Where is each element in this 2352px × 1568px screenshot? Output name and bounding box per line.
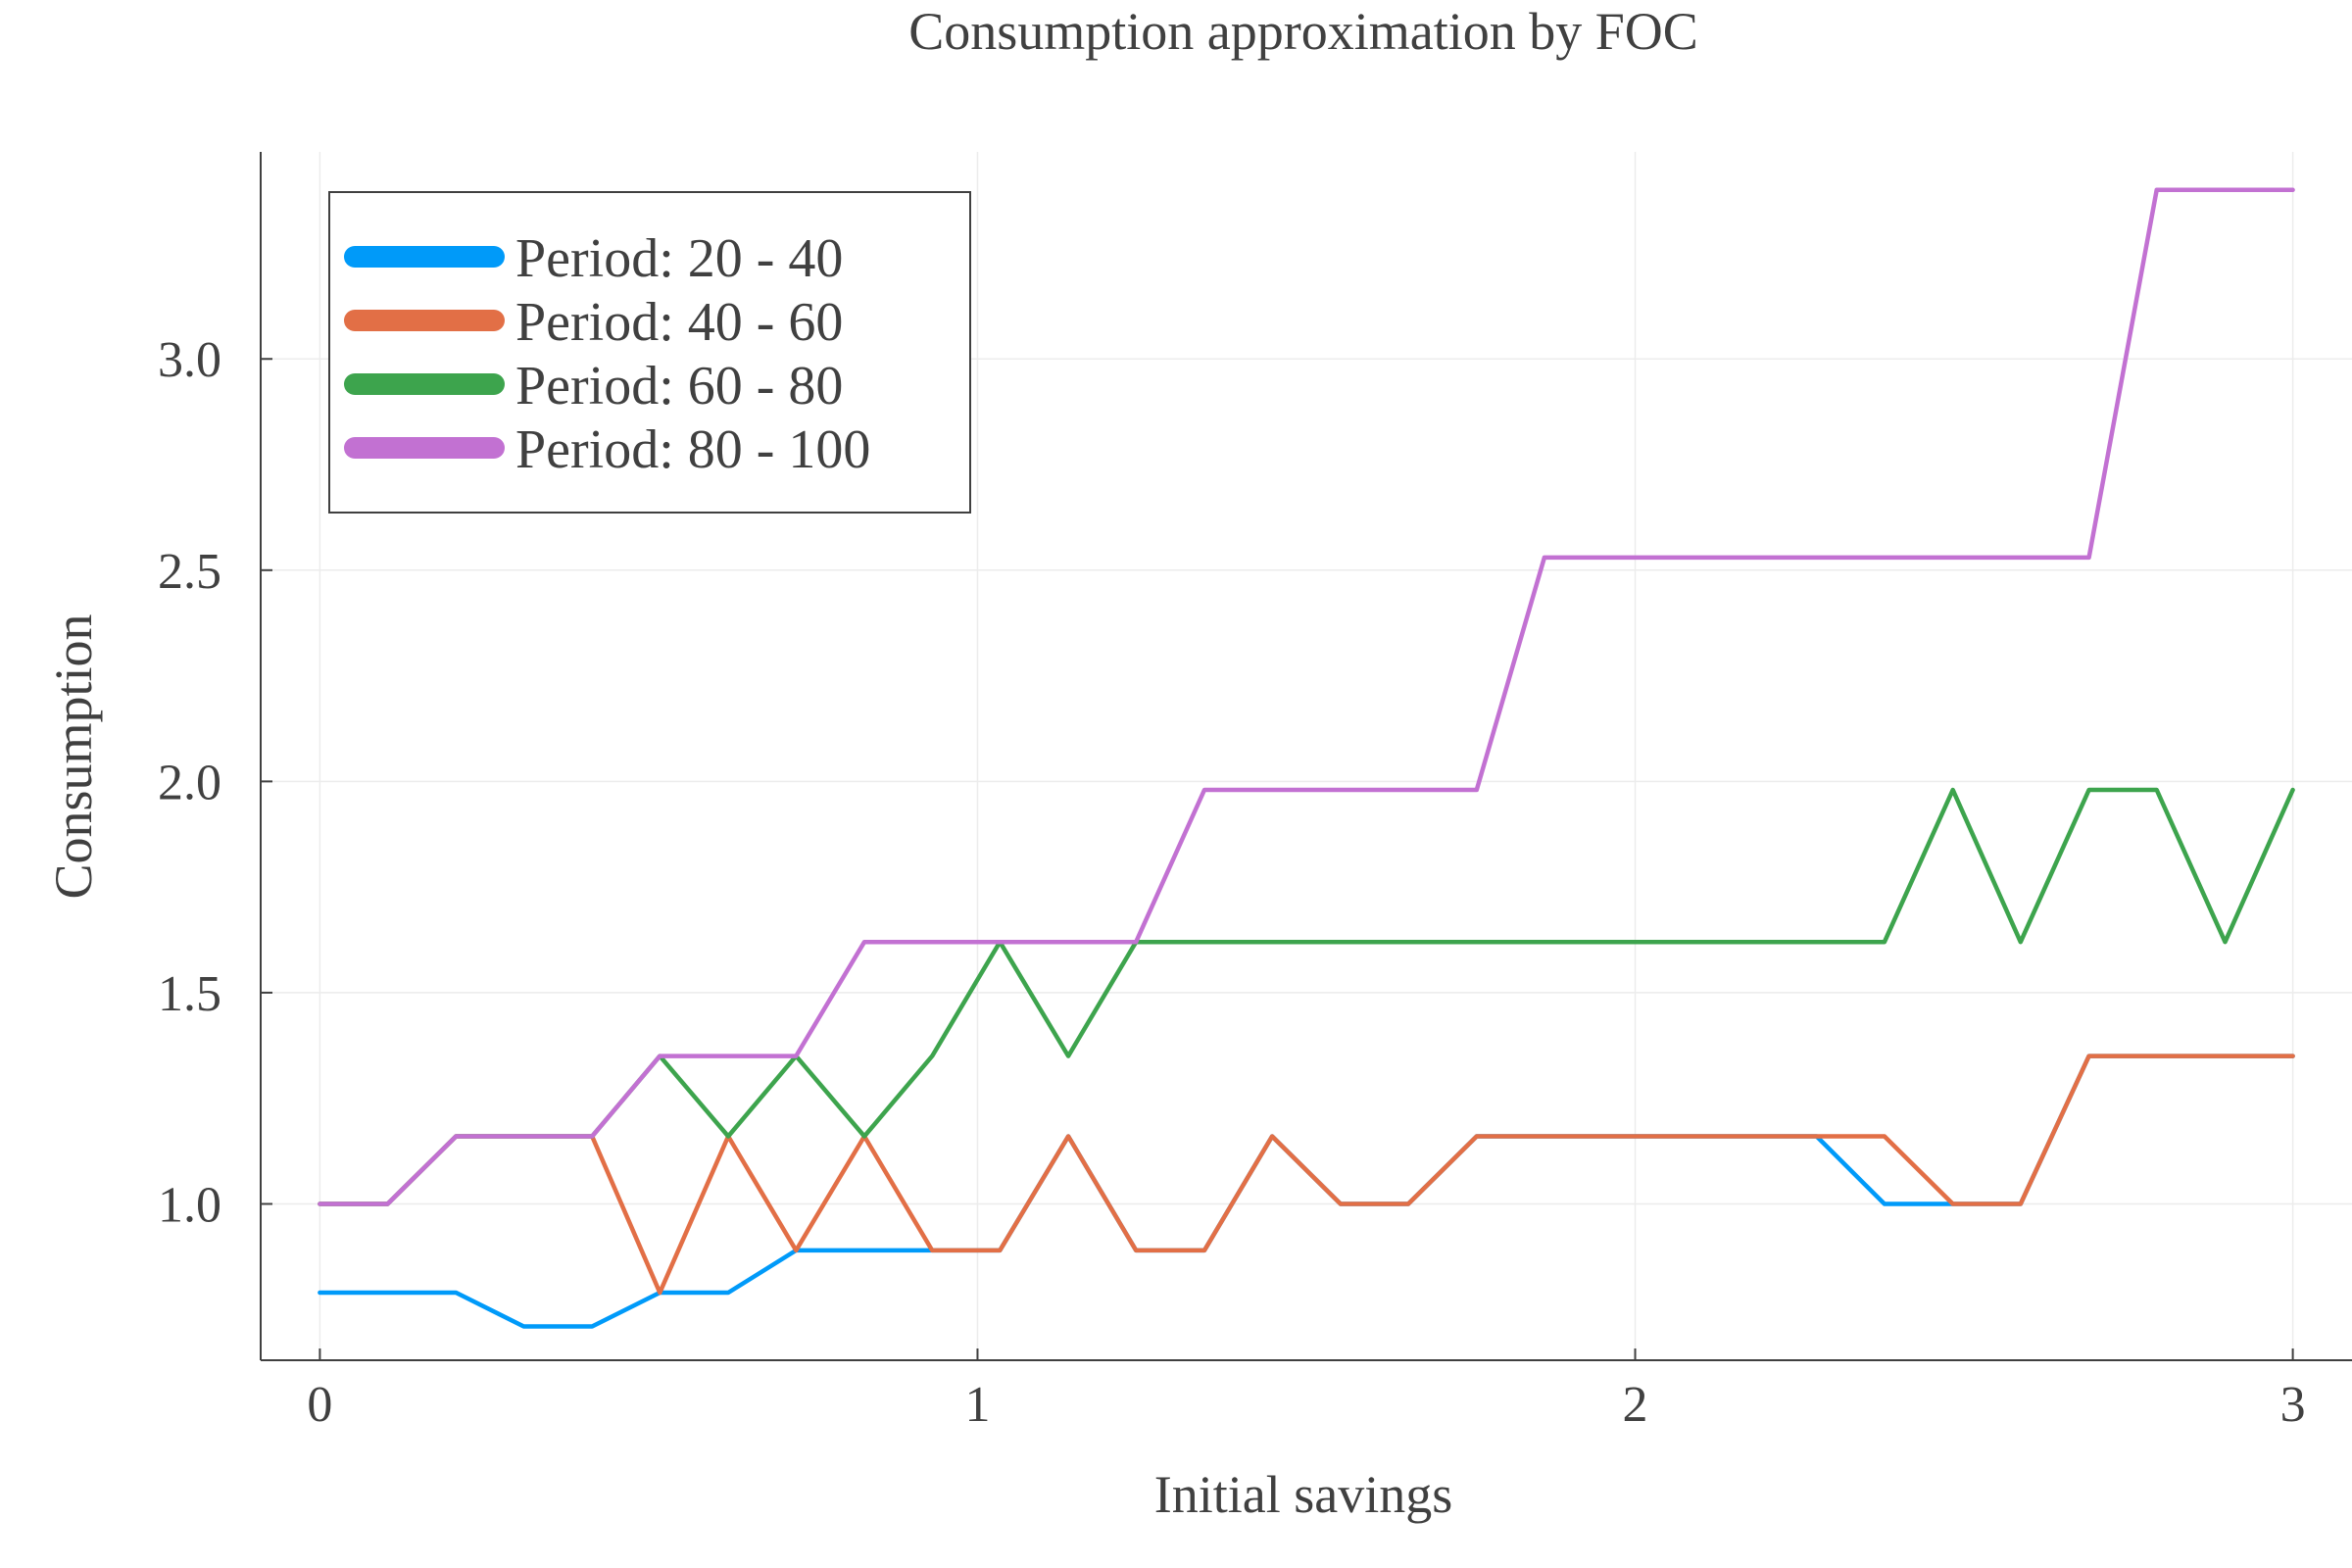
legend-label-1: Period: 20 - 40	[515, 228, 843, 289]
legend-label-3: Period: 60 - 80	[515, 356, 843, 416]
legend-label-4: Period: 80 - 100	[515, 419, 870, 480]
series-line-2	[318, 1054, 2295, 1296]
chart-title: Consumption approximation by FOC	[908, 2, 1698, 61]
y-tick-label: 2.0	[158, 755, 221, 810]
y-tick-label: 1.5	[158, 966, 221, 1022]
x-tick-label: 3	[2280, 1377, 2306, 1433]
axes: 0 1 2 3 1.0 1.5 2.0 2.5 3.0	[158, 152, 2352, 1433]
x-tick-label: 2	[1623, 1377, 1648, 1433]
legend-label-2: Period: 40 - 60	[515, 292, 843, 353]
legend-box	[328, 191, 971, 514]
y-tick-label: 1.0	[158, 1177, 221, 1233]
y-tick-label: 2.5	[158, 544, 221, 600]
series-layer	[318, 187, 2295, 1329]
x-tick-label: 1	[964, 1377, 990, 1433]
grid	[261, 152, 2352, 1360]
y-axis-label: Consumption	[44, 613, 103, 899]
y-tick-label: 3.0	[158, 332, 221, 388]
series-line-4	[318, 187, 2295, 1206]
x-tick-label: 0	[307, 1377, 332, 1433]
series-line-3	[318, 787, 2295, 1206]
x-axis-label: Initial savings	[1154, 1465, 1452, 1524]
